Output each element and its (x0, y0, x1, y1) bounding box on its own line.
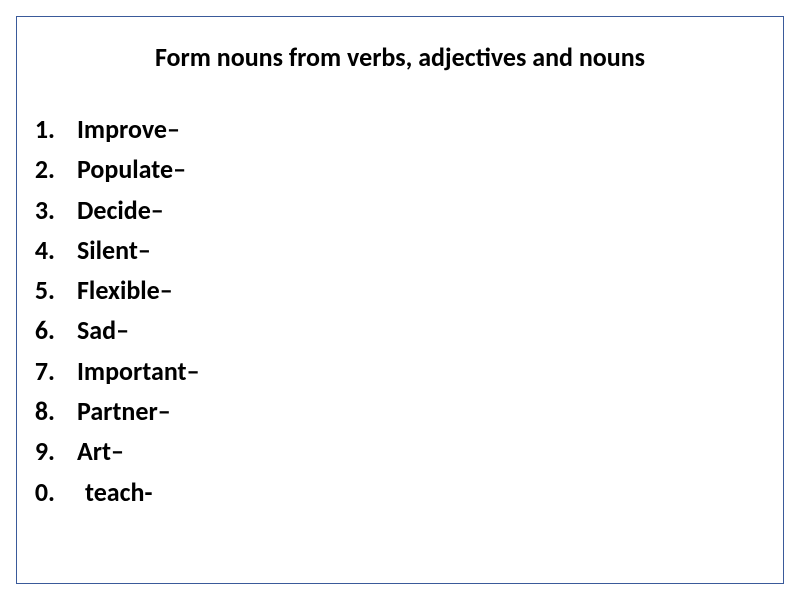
list-item-word: Improve (77, 109, 167, 149)
list-item: Populate – (16, 149, 783, 189)
slide-container: Form nouns from verbs, adjectives and no… (16, 16, 784, 584)
list-item-word: Populate (77, 149, 173, 189)
list-item-separator: – (138, 230, 151, 270)
list-item: Important – (16, 351, 783, 391)
list-item-separator: – (151, 190, 164, 230)
list-item-separator: – (160, 270, 173, 310)
list-item-word: Important (77, 351, 187, 391)
list-item-separator: – (167, 109, 180, 149)
list-item: Sad – (16, 310, 783, 350)
list-item-word: teach (77, 472, 144, 512)
list-item-word: Silent (77, 230, 138, 270)
list-item: Improve – (16, 109, 783, 149)
list-item-word: Flexible (77, 270, 160, 310)
list-item: Flexible – (16, 270, 783, 310)
list-item-word: Art (77, 431, 111, 471)
list-item: Art – (16, 431, 783, 471)
list-item: Decide – (16, 190, 783, 230)
list-item: teach - (16, 472, 783, 512)
list-item-separator: – (158, 391, 171, 431)
slide-title: Form nouns from verbs, adjectives and no… (17, 41, 783, 73)
list-item: Partner – (16, 391, 783, 431)
list-item-separator: – (173, 149, 186, 189)
list-item-word: Partner (77, 391, 158, 431)
list-item-separator: – (111, 431, 124, 471)
list-item: Silent – (16, 230, 783, 270)
exercise-list: Improve – Populate – Decide – Silent – F… (16, 109, 783, 512)
list-item-separator: – (116, 310, 129, 350)
list-item-word: Decide (77, 190, 151, 230)
list-item-separator: - (144, 472, 152, 512)
list-item-separator: – (187, 351, 200, 391)
list-item-word: Sad (77, 310, 116, 350)
